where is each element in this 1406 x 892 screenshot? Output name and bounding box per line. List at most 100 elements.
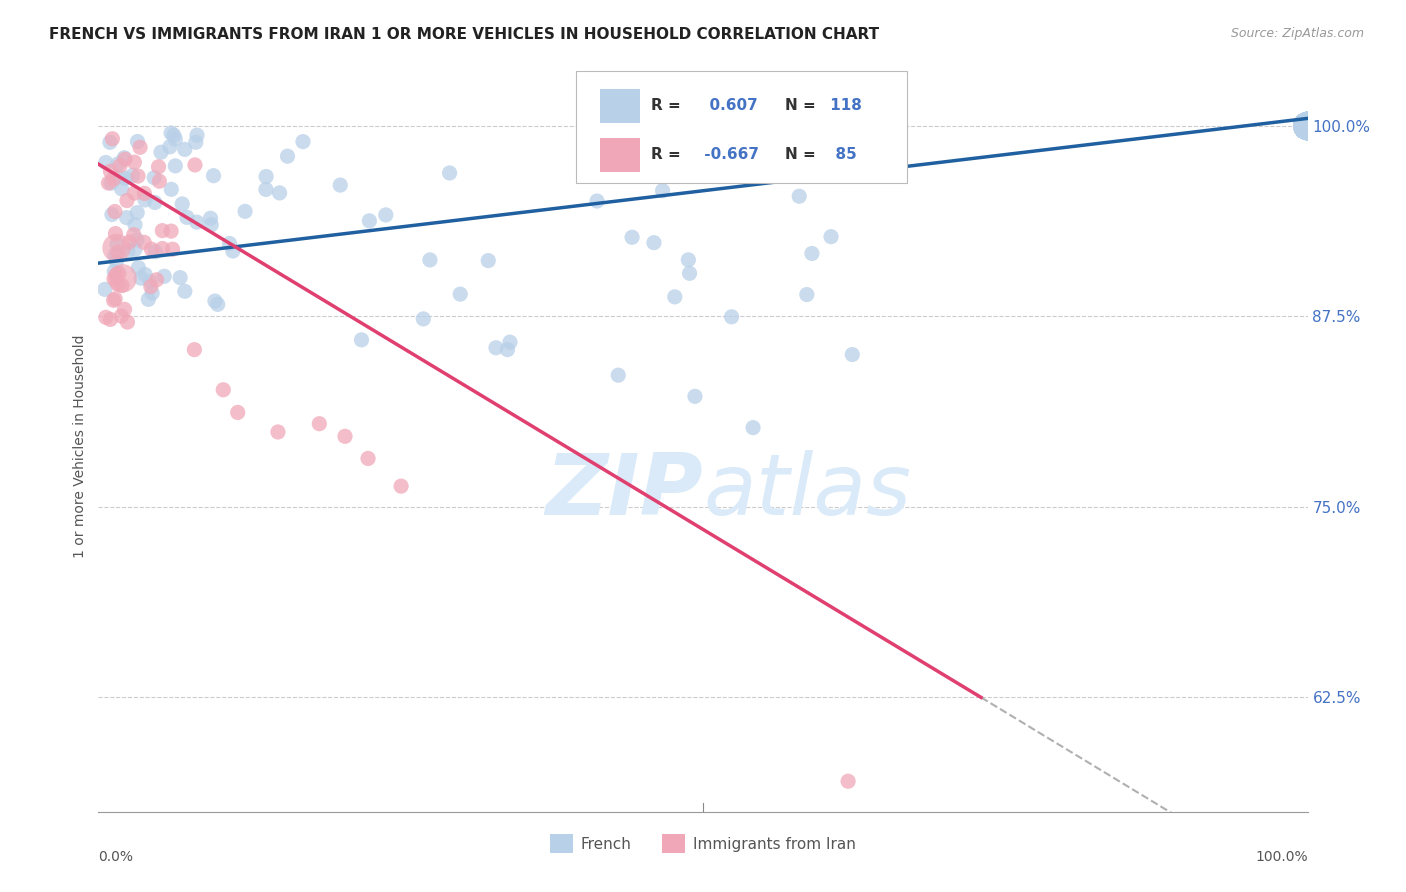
Point (200, 211, 222, 226)
Point (100, 176, 122, 190)
Point (186, 128, 208, 143)
Point (150, 145, 173, 160)
Point (593, 132, 616, 146)
Point (1296, 119, 1319, 133)
Text: atlas: atlas (703, 450, 911, 533)
Point (1296, 119, 1319, 133)
Point (143, 244, 166, 259)
Text: N =: N = (785, 98, 815, 113)
Legend: French, Immigrants from Iran: French, Immigrants from Iran (544, 828, 862, 859)
Point (621, 230, 644, 244)
Point (122, 227, 145, 242)
Text: FRENCH VS IMMIGRANTS FROM IRAN 1 OR MORE VEHICLES IN HOUSEHOLD CORRELATION CHART: FRENCH VS IMMIGRANTS FROM IRAN 1 OR MORE… (49, 27, 879, 42)
Point (1296, 119, 1319, 133)
Text: -0.667: -0.667 (699, 147, 759, 162)
Point (820, 229, 842, 244)
Point (651, 184, 673, 198)
Point (97, 176, 120, 190)
Point (1296, 119, 1319, 133)
Point (357, 451, 380, 466)
Text: Source: ZipAtlas.com: Source: ZipAtlas.com (1230, 27, 1364, 40)
Point (683, 389, 706, 403)
Point (114, 152, 136, 166)
Point (269, 186, 291, 200)
Point (107, 169, 129, 184)
Point (117, 315, 139, 329)
Point (127, 135, 149, 149)
Point (308, 417, 330, 431)
Point (678, 266, 700, 280)
Point (124, 243, 146, 257)
Point (720, 310, 742, 324)
Point (1296, 119, 1319, 133)
Point (607, 368, 630, 383)
Point (218, 236, 240, 251)
Point (114, 171, 136, 186)
Point (1296, 119, 1319, 133)
Text: ZIP: ZIP (546, 450, 703, 533)
Point (350, 333, 373, 347)
Point (204, 293, 226, 308)
Y-axis label: 1 or more Vehicles in Household: 1 or more Vehicles in Household (73, 334, 87, 558)
Point (254, 182, 277, 196)
Point (1296, 119, 1319, 133)
Point (254, 169, 277, 184)
Point (124, 155, 146, 169)
Point (419, 252, 441, 267)
Point (169, 270, 191, 285)
Text: 0.607: 0.607 (699, 98, 758, 113)
Point (105, 237, 128, 252)
Point (173, 142, 195, 156)
Point (118, 235, 141, 249)
Point (134, 235, 156, 250)
Point (664, 290, 686, 304)
Point (1296, 119, 1319, 133)
Point (756, 169, 779, 184)
Point (865, 153, 887, 167)
Point (291, 135, 314, 149)
Point (200, 218, 222, 232)
Point (212, 383, 235, 397)
Text: 0.0%: 0.0% (98, 850, 134, 863)
Point (110, 309, 132, 323)
Point (1296, 119, 1319, 133)
Point (141, 242, 163, 256)
Point (94, 310, 117, 325)
Point (127, 205, 149, 219)
Point (586, 194, 609, 208)
Point (124, 186, 146, 200)
Point (134, 193, 156, 207)
Point (103, 172, 125, 186)
Point (150, 224, 173, 238)
Point (412, 312, 434, 326)
Text: 85: 85 (825, 147, 858, 162)
Point (1296, 119, 1319, 133)
Point (841, 347, 863, 361)
Point (98, 136, 121, 150)
Point (107, 277, 129, 292)
Point (176, 211, 198, 225)
Point (787, 189, 810, 203)
Point (165, 132, 187, 146)
Point (94, 155, 117, 169)
Point (105, 254, 128, 268)
Point (115, 211, 138, 225)
Point (103, 272, 125, 286)
Point (98, 312, 121, 326)
Point (101, 132, 124, 146)
Text: N =: N = (785, 147, 815, 162)
Point (184, 135, 207, 149)
Point (226, 405, 249, 419)
Point (477, 253, 499, 268)
Point (138, 293, 160, 307)
Point (1296, 119, 1319, 133)
Point (163, 128, 186, 143)
Point (141, 286, 163, 301)
Point (107, 245, 129, 260)
Point (143, 170, 166, 185)
Point (104, 227, 127, 241)
Point (107, 157, 129, 171)
Point (485, 341, 508, 355)
Point (267, 425, 290, 439)
Point (1296, 119, 1319, 133)
